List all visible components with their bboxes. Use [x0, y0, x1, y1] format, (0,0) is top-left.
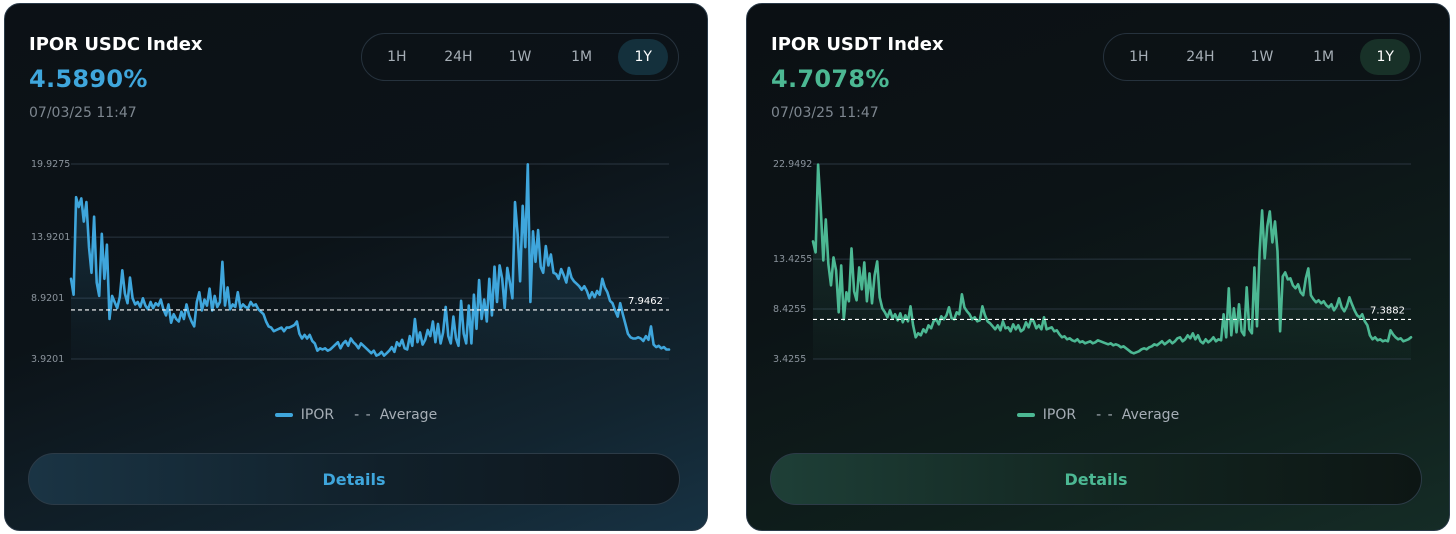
average-value-label: 7.9462 — [628, 296, 663, 307]
legend-item-ipor[interactable]: IPOR — [274, 407, 335, 423]
range-24h-button[interactable]: 24H — [1186, 49, 1215, 65]
usdt-index-chart: 3.4255 8.4255 13.4255 22.9492 7.3882 — [773, 159, 1413, 365]
y-tick-label: 3.9201 — [31, 354, 64, 365]
legend-label-ipor: IPOR — [300, 407, 335, 423]
index-value: 4.7078% — [771, 65, 890, 93]
timestamp: 07/03/25 11:47 — [771, 105, 879, 121]
time-range-selector: 1H 24H 1W 1M 1Y — [1103, 33, 1421, 81]
series-area — [71, 164, 669, 359]
usdt-index-card: IPOR USDT Index 4.7078% 07/03/25 11:47 1… — [746, 3, 1450, 531]
y-tick-label: 19.9275 — [31, 159, 70, 170]
y-tick-label: 8.4255 — [773, 304, 806, 315]
range-1m-button[interactable]: 1M — [571, 49, 593, 65]
legend-swatch-ipor — [1016, 413, 1035, 417]
details-button[interactable]: Details — [28, 453, 680, 505]
range-1y-button[interactable]: 1Y — [1360, 39, 1411, 75]
chart-legend: IPOR - - Average — [5, 407, 707, 423]
y-tick-label: 22.9492 — [773, 159, 812, 170]
range-1w-button[interactable]: 1W — [1250, 49, 1274, 65]
legend-item-average[interactable]: - - Average — [354, 407, 437, 423]
series-area — [813, 164, 1411, 359]
range-1y-button[interactable]: 1Y — [618, 39, 669, 75]
legend-swatch-ipor — [274, 413, 293, 417]
range-1h-button[interactable]: 1H — [387, 49, 407, 65]
y-tick-label: 13.4255 — [773, 254, 812, 265]
range-1w-button[interactable]: 1W — [508, 49, 532, 65]
range-1h-button[interactable]: 1H — [1129, 49, 1149, 65]
legend-item-average[interactable]: - - Average — [1096, 407, 1179, 423]
legend-label-average: Average — [379, 407, 438, 423]
legend-item-ipor[interactable]: IPOR — [1016, 407, 1077, 423]
details-button[interactable]: Details — [770, 453, 1422, 505]
legend-label-ipor: IPOR — [1042, 407, 1077, 423]
chart-legend: IPOR - - Average — [747, 407, 1449, 423]
card-title: IPOR USDT Index — [771, 34, 944, 55]
range-1m-button[interactable]: 1M — [1313, 49, 1335, 65]
legend-dash-icon: - - — [354, 407, 372, 423]
index-value: 4.5890% — [29, 65, 148, 93]
legend-label-average: Average — [1121, 407, 1180, 423]
usdc-index-chart: 3.9201 8.9201 13.9201 19.9275 7.9462 — [31, 159, 671, 365]
card-title: IPOR USDC Index — [29, 34, 203, 55]
legend-dash-icon: - - — [1096, 407, 1114, 423]
y-tick-label: 3.4255 — [773, 354, 806, 365]
range-24h-button[interactable]: 24H — [444, 49, 473, 65]
usdc-index-card: IPOR USDC Index 4.5890% 07/03/25 11:47 1… — [4, 3, 708, 531]
average-value-label: 7.3882 — [1370, 305, 1405, 316]
series-line-ipor — [69, 163, 671, 357]
y-tick-label: 8.9201 — [31, 293, 64, 304]
y-tick-label: 13.9201 — [31, 232, 70, 243]
series-line-ipor — [811, 163, 1413, 355]
time-range-selector: 1H 24H 1W 1M 1Y — [361, 33, 679, 81]
timestamp: 07/03/25 11:47 — [29, 105, 137, 121]
